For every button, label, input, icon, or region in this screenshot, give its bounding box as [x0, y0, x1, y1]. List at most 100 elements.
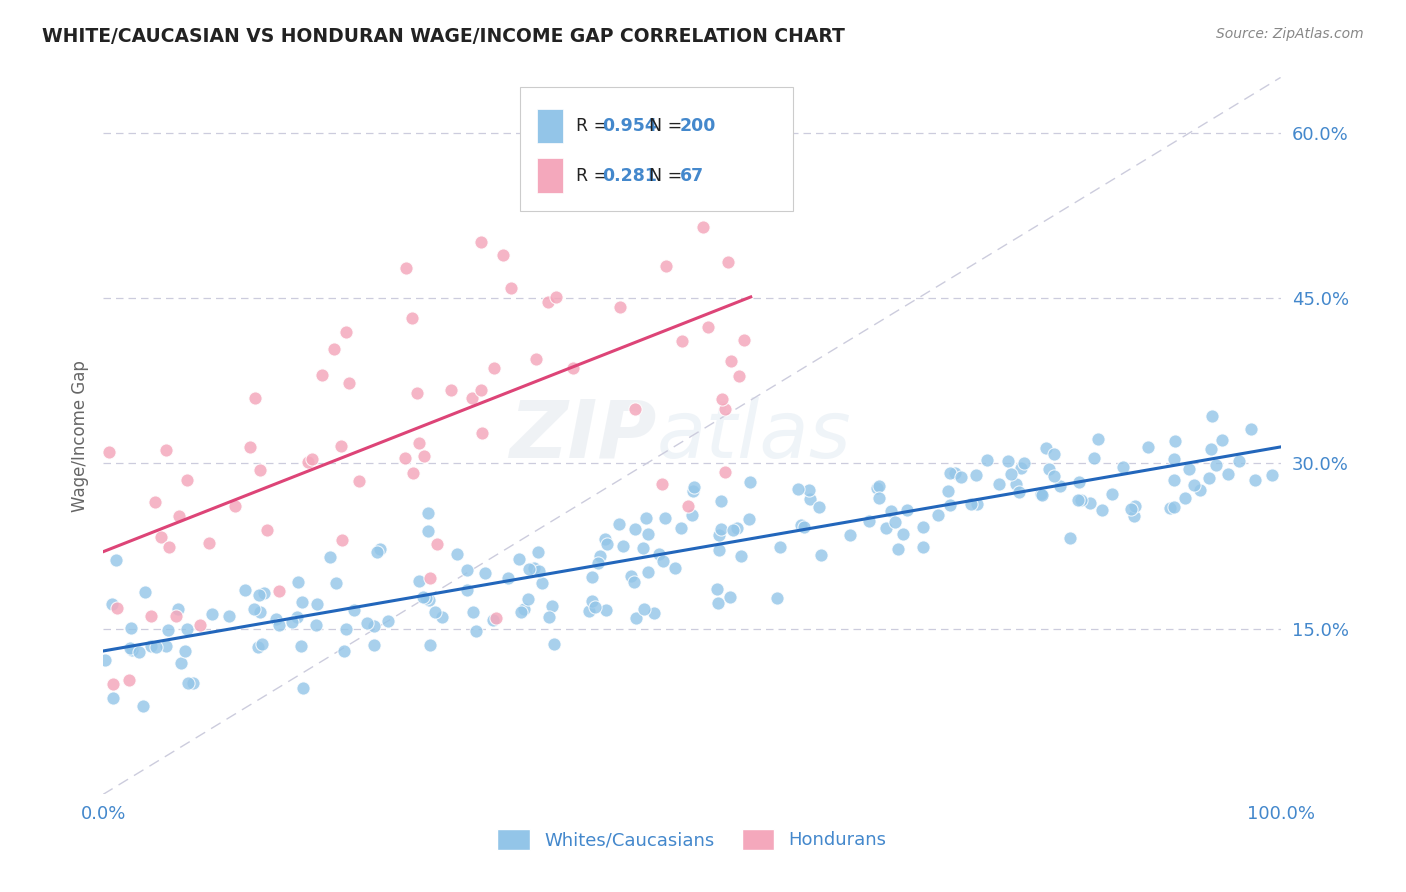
Point	[333, 644, 356, 658]
Point	[304, 618, 326, 632]
Point	[987, 477, 1010, 491]
Point	[167, 602, 190, 616]
Text: Source: ZipAtlas.com: Source: ZipAtlas.com	[1216, 27, 1364, 41]
Point	[581, 594, 603, 608]
Point	[311, 368, 333, 383]
Point	[654, 511, 676, 525]
Point	[432, 610, 454, 624]
Point	[363, 638, 385, 652]
Point	[1211, 433, 1233, 447]
Point	[94, 653, 117, 667]
Point	[290, 639, 312, 653]
Point	[141, 609, 163, 624]
Point	[1240, 421, 1263, 435]
Point	[651, 477, 673, 491]
Point	[793, 520, 815, 534]
Point	[165, 609, 187, 624]
Point	[1174, 491, 1197, 506]
Point	[1199, 442, 1222, 457]
Point	[402, 466, 425, 480]
Point	[686, 180, 709, 194]
Point	[256, 523, 278, 537]
Point	[1261, 468, 1284, 483]
Text: atlas: atlas	[657, 397, 851, 475]
Point	[966, 496, 988, 510]
Point	[664, 561, 686, 575]
Point	[725, 521, 748, 535]
Point	[523, 561, 546, 575]
Point	[177, 675, 200, 690]
Point	[730, 549, 752, 563]
Point	[1043, 447, 1066, 461]
Point	[224, 499, 246, 513]
Point	[157, 540, 180, 554]
Text: R =: R =	[576, 117, 614, 136]
Point	[711, 392, 734, 406]
Point	[707, 542, 730, 557]
Point	[596, 537, 619, 551]
Point	[157, 623, 180, 637]
Point	[249, 605, 271, 619]
Point	[366, 545, 388, 559]
Text: WHITE/CAUCASIAN VS HONDURAN WAGE/INCOME GAP CORRELATION CHART: WHITE/CAUCASIAN VS HONDURAN WAGE/INCOME …	[42, 27, 845, 45]
Point	[1070, 493, 1092, 508]
Point	[470, 383, 492, 397]
Point	[939, 466, 962, 480]
Point	[709, 528, 731, 542]
Point	[474, 566, 496, 580]
Point	[149, 531, 172, 545]
Point	[395, 261, 418, 276]
Point	[543, 637, 565, 651]
Point	[1059, 531, 1081, 545]
Point	[1123, 508, 1146, 523]
Point	[1043, 469, 1066, 483]
Point	[509, 605, 531, 619]
Point	[1035, 441, 1057, 455]
Point	[512, 602, 534, 616]
Point	[1125, 499, 1147, 513]
Point	[167, 509, 190, 524]
Point	[1083, 451, 1105, 466]
Point	[714, 465, 737, 479]
Point	[368, 542, 391, 557]
Point	[243, 392, 266, 406]
Point	[176, 473, 198, 487]
Point	[363, 619, 385, 633]
Point	[253, 586, 276, 600]
Point	[517, 562, 540, 576]
Point	[911, 519, 934, 533]
Point	[1178, 462, 1201, 476]
Point	[1029, 485, 1052, 500]
Point	[508, 552, 530, 566]
Point	[589, 549, 612, 563]
Point	[733, 333, 755, 347]
Point	[440, 384, 463, 398]
Point	[626, 610, 648, 624]
Point	[581, 570, 603, 584]
Point	[891, 527, 914, 541]
Point	[105, 601, 128, 615]
Point	[634, 510, 657, 524]
Point	[246, 640, 269, 654]
Point	[866, 481, 889, 495]
Point	[104, 553, 127, 567]
Point	[527, 545, 550, 559]
Point	[799, 483, 821, 497]
Point	[419, 571, 441, 585]
Point	[540, 599, 562, 614]
Point	[810, 548, 832, 562]
Point	[717, 255, 740, 269]
Point	[103, 677, 125, 691]
Text: 67: 67	[681, 167, 704, 185]
Point	[335, 622, 357, 636]
Point	[939, 498, 962, 512]
Point	[269, 584, 291, 599]
Point	[249, 462, 271, 476]
Point	[1067, 493, 1090, 508]
Point	[1000, 467, 1022, 481]
Point	[118, 673, 141, 688]
Point	[1031, 487, 1053, 501]
Point	[446, 547, 468, 561]
Point	[412, 449, 434, 463]
Point	[637, 527, 659, 541]
